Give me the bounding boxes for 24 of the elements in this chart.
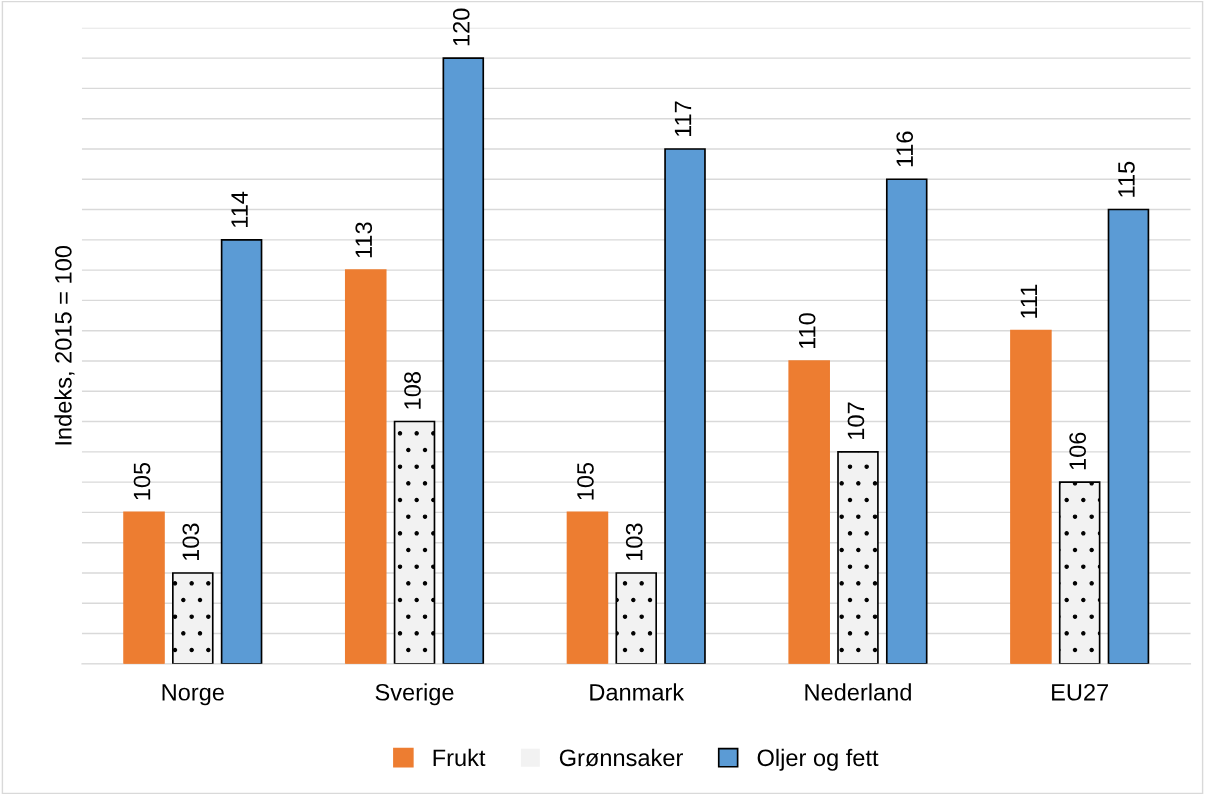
data-label: 111 xyxy=(1020,284,1038,318)
x-tick-label: Danmark xyxy=(590,683,685,701)
data-label: 106 xyxy=(1069,432,1087,470)
data-label: 105 xyxy=(577,462,594,500)
x-tick-label: Nederland xyxy=(805,683,911,701)
data-label: 110 xyxy=(798,313,816,349)
x-tick-label: EU27 xyxy=(1052,683,1109,701)
data-label: 103 xyxy=(625,523,643,561)
x-tick-label: Norge xyxy=(162,684,224,706)
data-label: 103 xyxy=(182,523,200,561)
data-label: 117 xyxy=(674,101,692,137)
data-label: 116 xyxy=(896,131,914,167)
data-label: 120 xyxy=(452,8,470,46)
legend-label: Oljer og fett xyxy=(757,748,879,771)
legend-label: Grønnsaker xyxy=(559,748,683,767)
data-label: 115 xyxy=(1118,161,1135,197)
data-label: 114 xyxy=(231,191,248,227)
data-label: 113 xyxy=(355,222,373,258)
x-tick-label: Sverige xyxy=(375,683,454,706)
data-label: 107 xyxy=(847,402,865,439)
data-label: 108 xyxy=(404,372,421,409)
y-axis-title: Indeks, 2015 = 100 xyxy=(54,245,75,445)
data-label: 105 xyxy=(133,462,151,500)
legend-label: Frukt xyxy=(433,748,486,767)
